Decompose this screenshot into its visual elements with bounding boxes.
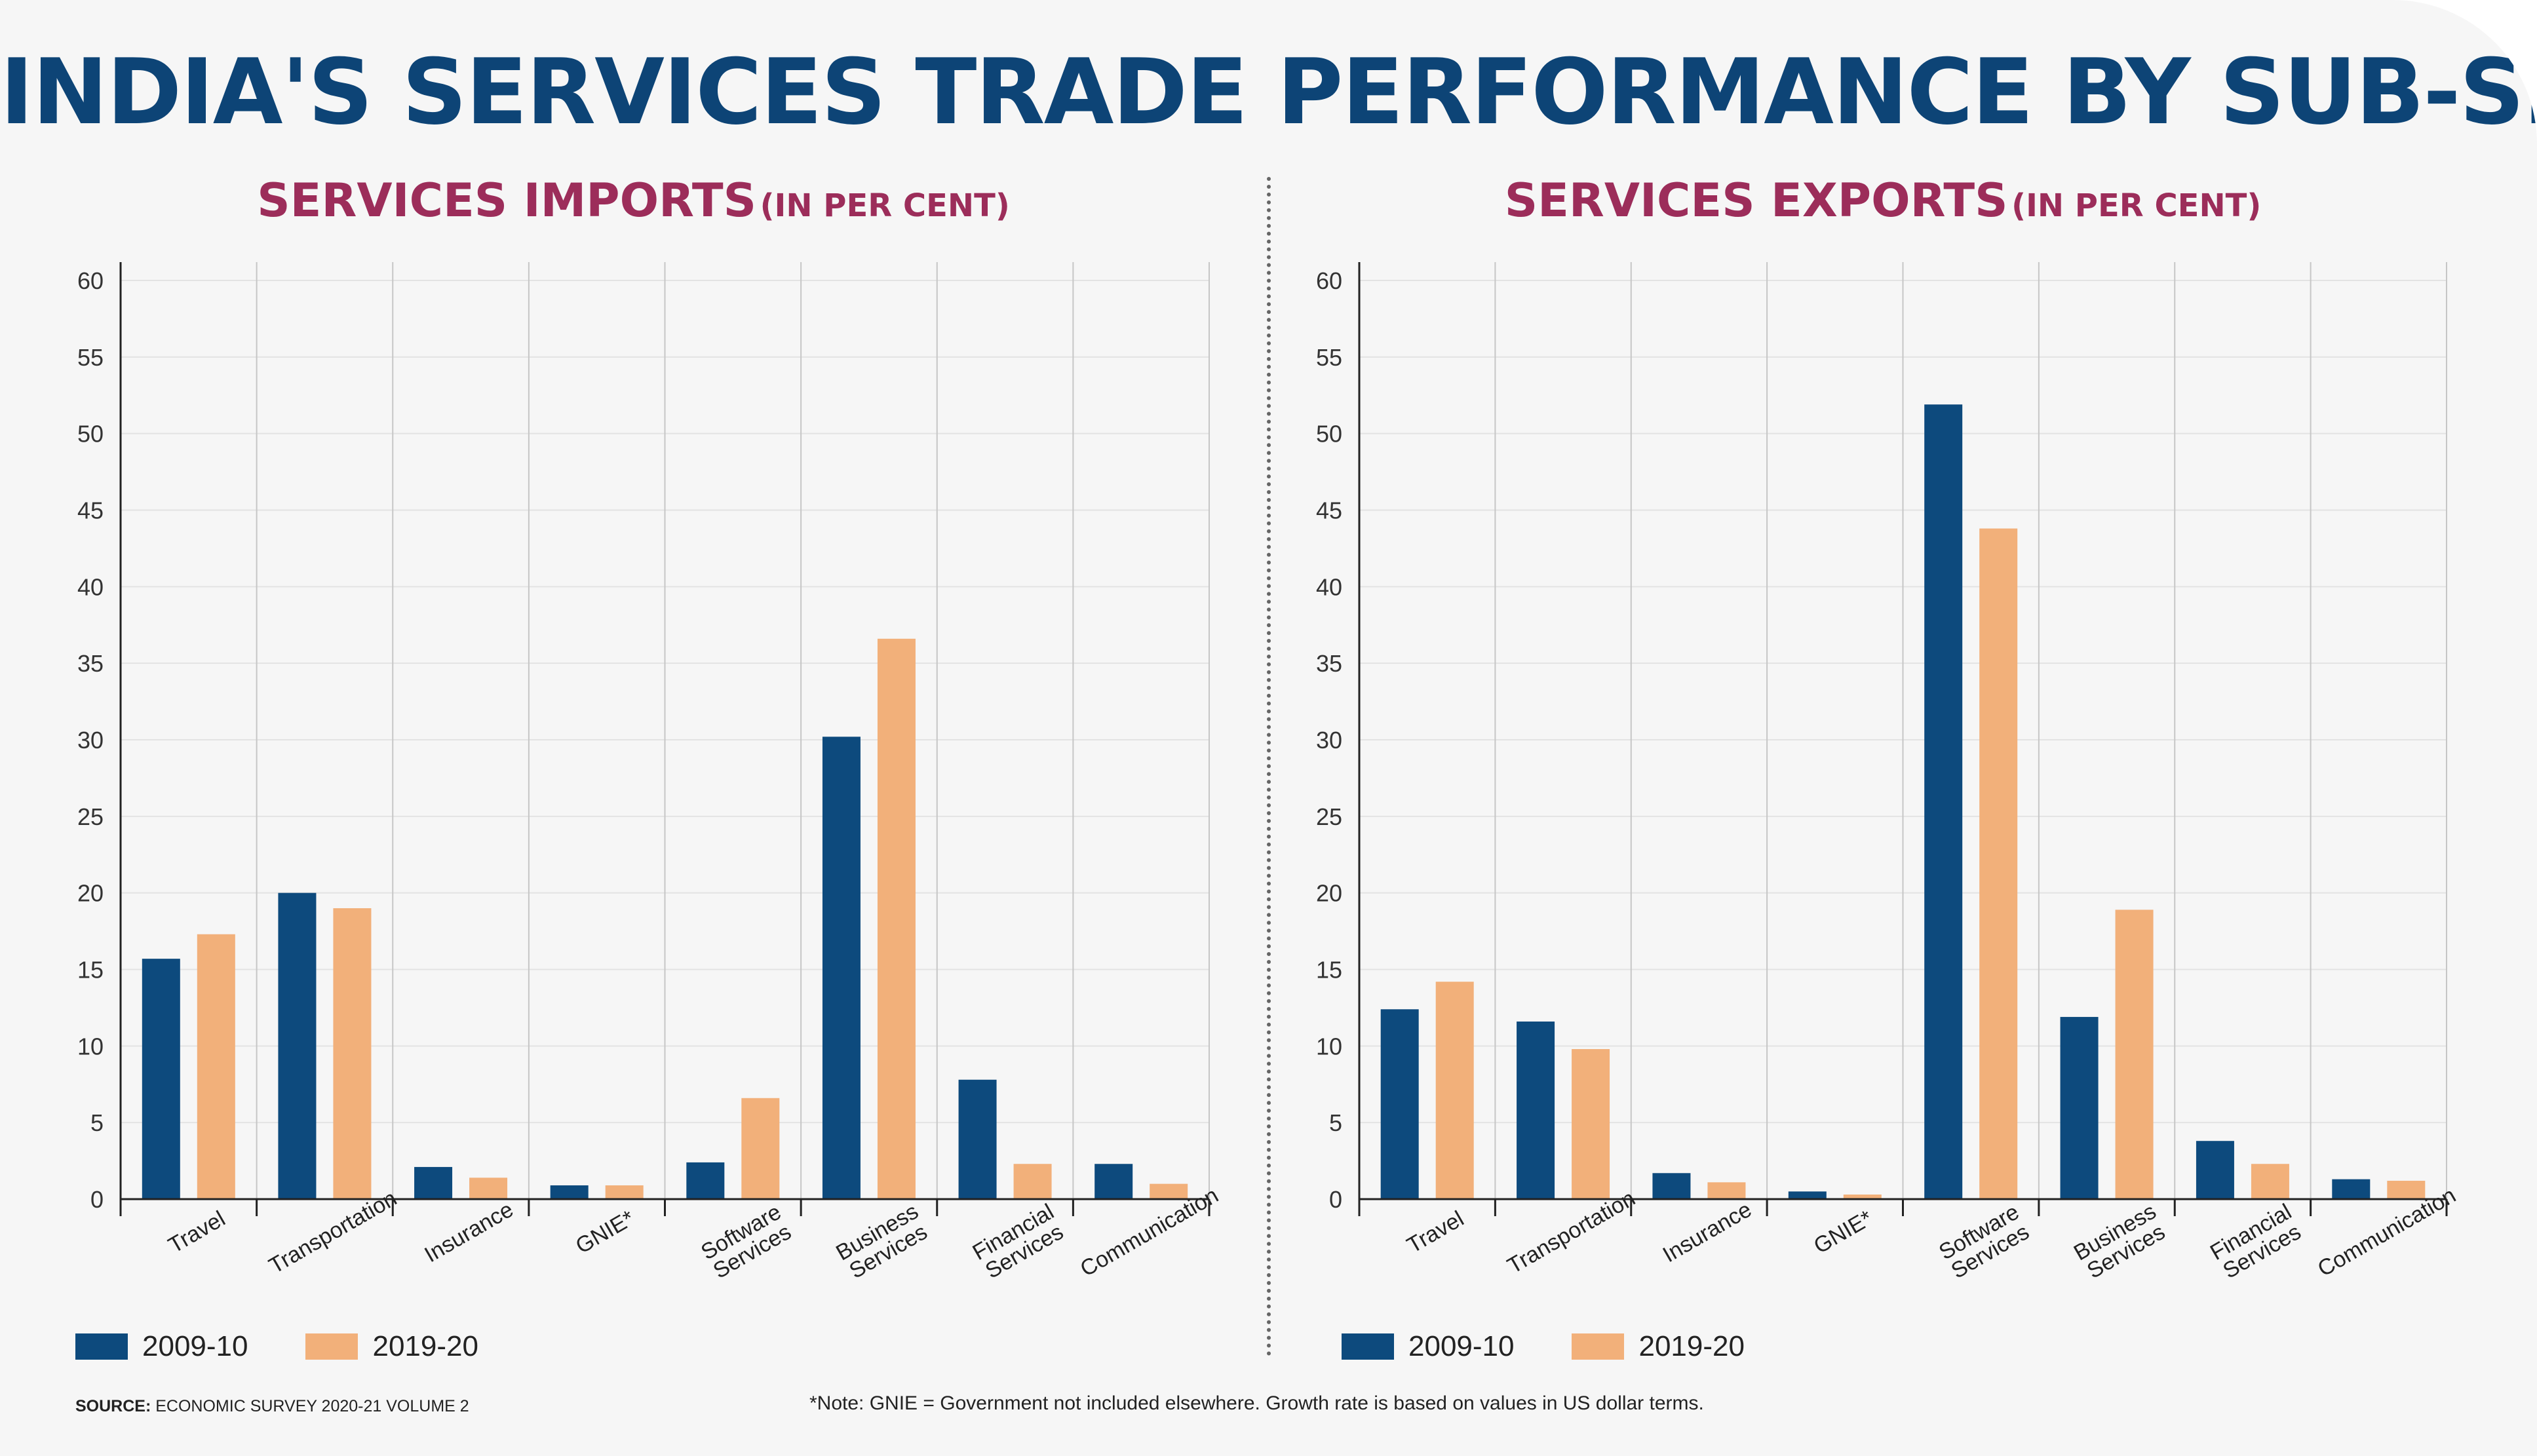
legend-swatch-2019 — [1572, 1333, 1625, 1360]
legend-swatch-2009 — [1342, 1333, 1394, 1360]
y-tick-label: 15 — [77, 957, 104, 984]
bar-2019 — [469, 1178, 508, 1199]
legend-label-2019: 2019-20 — [1638, 1330, 1745, 1362]
x-tick-label: BusinessServices — [2070, 1199, 2171, 1285]
main-title: INDIA'S SERVICES TRADE PERFORMANCE BY SU… — [0, 39, 2537, 145]
y-tick-label: 10 — [1316, 1033, 1342, 1060]
bar-2019 — [1707, 1182, 1746, 1199]
bar-2019 — [2251, 1164, 2289, 1199]
y-tick-label: 60 — [77, 267, 104, 294]
bar-2019 — [1843, 1194, 1882, 1199]
bar-2019 — [1572, 1049, 1610, 1199]
x-tick-label: Insurance — [1659, 1197, 1756, 1268]
exports-title-text: SERVICES EXPORTS — [1504, 174, 2008, 227]
imports-title-unit: (IN PER CENT) — [760, 187, 1010, 224]
bar-2009 — [1788, 1191, 1827, 1199]
bar-2009 — [414, 1166, 453, 1199]
y-tick-label: 25 — [77, 803, 104, 830]
y-tick-label: 15 — [1316, 957, 1342, 984]
x-tick-label: GNIE* — [1810, 1206, 1876, 1259]
bar-2009 — [1924, 404, 1963, 1199]
bar-2009 — [1094, 1164, 1133, 1199]
y-tick-label: 45 — [77, 497, 104, 524]
legend-item-2009: 2009-10 — [75, 1330, 248, 1363]
bar-2009 — [1380, 1009, 1419, 1199]
y-tick-label: 40 — [1316, 573, 1342, 600]
bar-2019 — [1979, 528, 2018, 1199]
bar-2019 — [1435, 982, 1474, 1199]
source-text: ECONOMIC SURVEY 2020-21 VOLUME 2 — [155, 1397, 469, 1415]
legend-swatch-2009 — [75, 1333, 128, 1360]
x-tick-label: FinancialServices — [2206, 1199, 2307, 1284]
y-tick-label: 50 — [77, 421, 104, 448]
y-tick-label: 0 — [90, 1186, 104, 1213]
y-tick-label: 40 — [77, 573, 104, 600]
bar-2019 — [2115, 910, 2154, 1199]
exports-title-unit: (IN PER CENT) — [2011, 187, 2262, 224]
imports-title-text: SERVICES IMPORTS — [257, 174, 756, 227]
y-tick-label: 55 — [1316, 344, 1342, 371]
y-tick-label: 10 — [77, 1033, 104, 1060]
y-tick-label: 20 — [1316, 880, 1342, 907]
source-note: SOURCE: ECONOMIC SURVEY 2020-21 VOLUME 2 — [75, 1397, 469, 1416]
bar-2019 — [333, 908, 372, 1199]
legend-label-2009: 2009-10 — [142, 1330, 248, 1362]
legend-swatch-2019 — [305, 1333, 358, 1360]
y-tick-label: 35 — [1316, 650, 1342, 677]
x-tick-label-line: GNIE* — [1810, 1206, 1876, 1259]
y-tick-label: 50 — [1316, 421, 1342, 448]
bar-2009 — [2060, 1016, 2099, 1199]
legend-item-2019: 2019-20 — [1572, 1330, 1745, 1363]
y-tick-label: 55 — [77, 344, 104, 371]
imports-chart-title: SERVICES IMPORTS (IN PER CENT) — [0, 174, 1267, 227]
y-tick-label: 35 — [77, 650, 104, 677]
bar-2019 — [2387, 1180, 2426, 1199]
legend-item-2009: 2009-10 — [1342, 1330, 1514, 1363]
y-tick-label: 5 — [1329, 1109, 1342, 1136]
y-tick-label: 25 — [1316, 803, 1342, 830]
legend-item-2019: 2019-20 — [305, 1330, 478, 1363]
bar-2009 — [142, 959, 180, 1199]
x-tick-label-line: Insurance — [1659, 1197, 1756, 1268]
x-tick-label: SoftwareServices — [1935, 1199, 2034, 1284]
legend-label-2019: 2019-20 — [372, 1330, 478, 1362]
bar-2019 — [877, 638, 916, 1199]
bar-2009 — [2196, 1141, 2234, 1199]
legend-label-2009: 2009-10 — [1408, 1330, 1515, 1362]
bar-2009 — [1517, 1021, 1555, 1199]
bar-2009 — [822, 737, 861, 1199]
chart-divider — [1267, 177, 1271, 1356]
bar-2009 — [958, 1079, 997, 1199]
bar-2009 — [278, 892, 317, 1199]
exports-legend: 2009-10 2019-20 — [1342, 1330, 1802, 1363]
y-tick-label: 30 — [77, 727, 104, 754]
exports-chart-title: SERVICES EXPORTS (IN PER CENT) — [1267, 174, 2499, 227]
bar-2019 — [741, 1098, 780, 1199]
y-tick-label: 30 — [1316, 727, 1342, 754]
bar-2019 — [1013, 1164, 1052, 1199]
bar-2019 — [605, 1185, 644, 1199]
y-tick-label: 60 — [1316, 267, 1342, 294]
bar-2019 — [1150, 1183, 1188, 1199]
bar-2019 — [197, 934, 235, 1199]
bar-2009 — [686, 1162, 725, 1199]
x-tick-label: Travel — [1403, 1206, 1468, 1259]
y-tick-label: 45 — [1316, 497, 1342, 524]
bar-2009 — [1652, 1173, 1691, 1199]
source-label: SOURCE: — [75, 1397, 151, 1415]
footnote: *Note: GNIE = Government not included el… — [809, 1392, 1704, 1414]
y-tick-label: 0 — [1329, 1186, 1342, 1213]
y-tick-label: 5 — [90, 1109, 104, 1136]
bar-2009 — [2332, 1179, 2371, 1199]
imports-legend: 2009-10 2019-20 — [75, 1330, 536, 1363]
x-tick-label-line: Travel — [1403, 1206, 1468, 1259]
bar-2009 — [550, 1185, 589, 1199]
y-tick-label: 20 — [77, 880, 104, 907]
